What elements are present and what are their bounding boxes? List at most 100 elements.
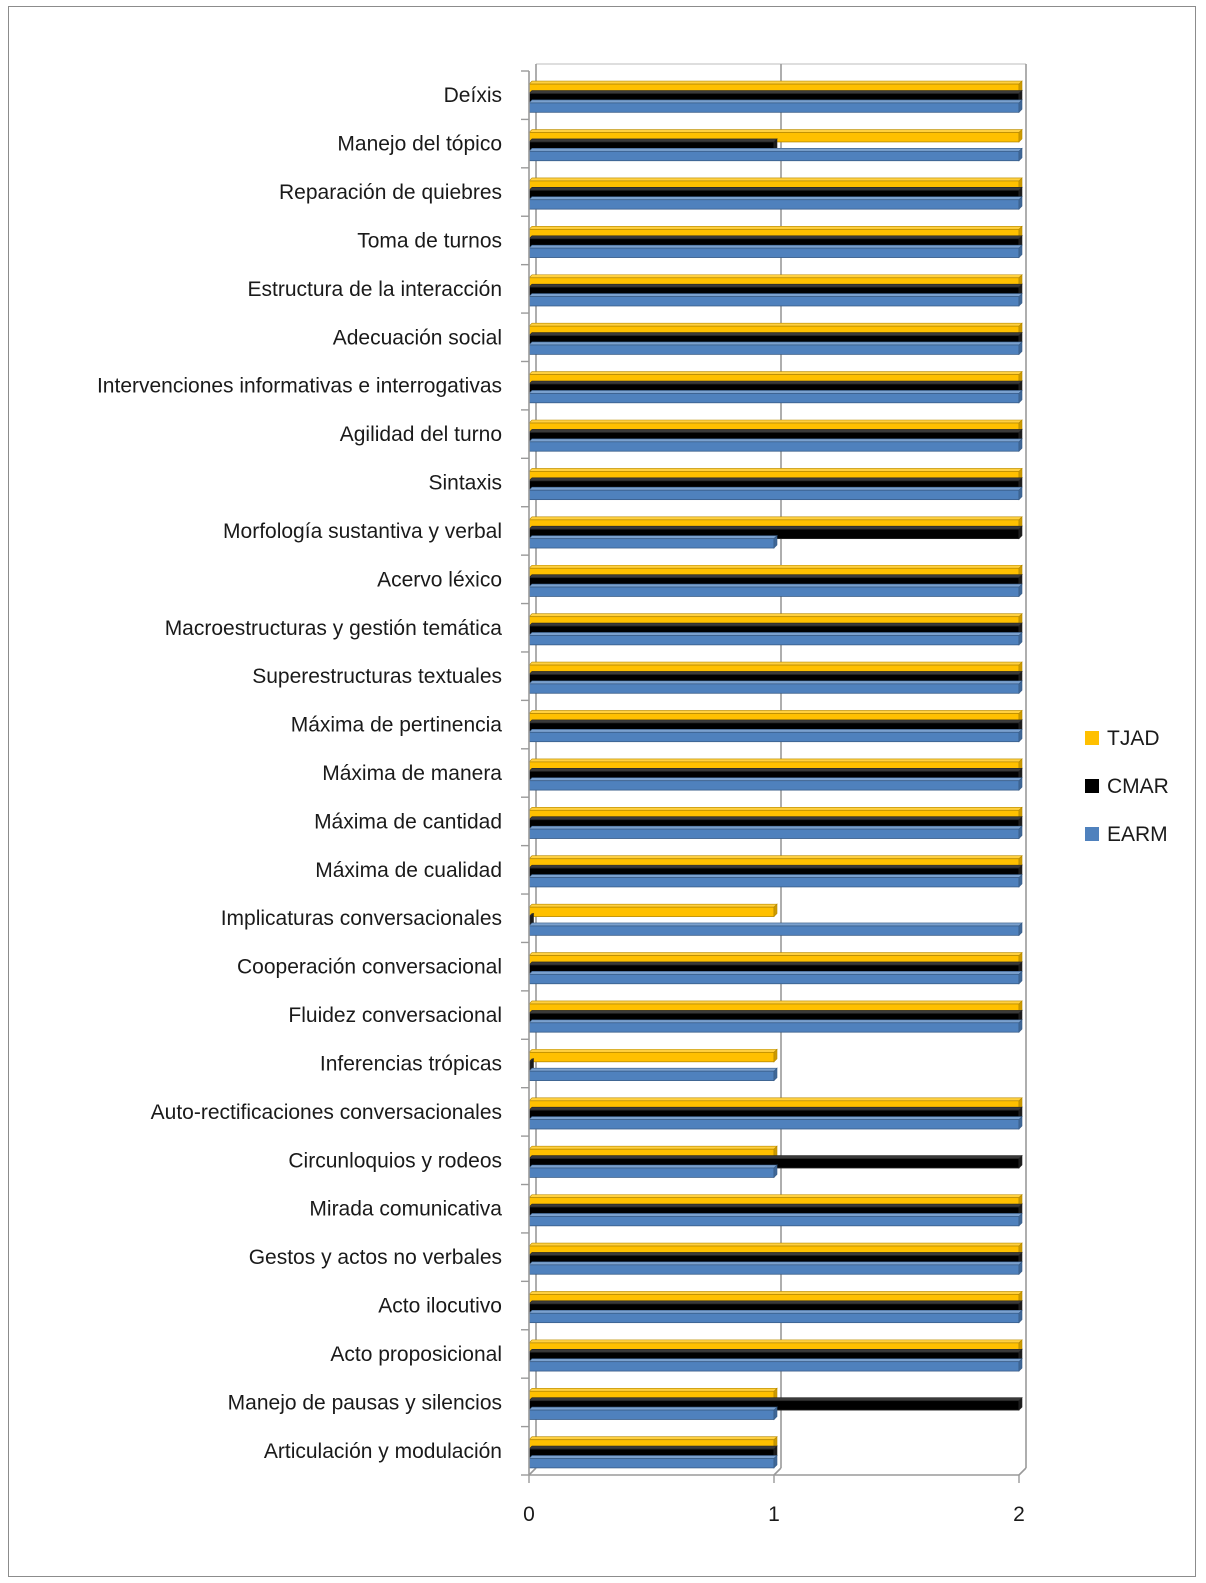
bar-top-earm xyxy=(528,99,1023,104)
bar-end-earm xyxy=(1018,873,1023,888)
bar-earm xyxy=(528,538,775,549)
category-label: Macroestructuras y gestión temática xyxy=(165,617,503,640)
bar-end-earm xyxy=(1018,1212,1023,1227)
bar-top-tjad xyxy=(528,1339,1023,1344)
bars-layer xyxy=(528,80,1023,1469)
category-label: Auto-rectificaciones conversacionales xyxy=(151,1101,502,1124)
bar-top-earm xyxy=(528,777,1023,782)
bar-top-earm xyxy=(528,922,1023,927)
bar-end-earm xyxy=(1018,922,1023,937)
bar-end-earm xyxy=(1018,583,1023,598)
bar-earm xyxy=(528,489,1020,501)
category-label: Articulación y modulación xyxy=(264,1440,502,1463)
bar-top-tjad xyxy=(528,613,1023,617)
bar-top-earm xyxy=(528,680,1023,685)
legend-swatch-tjad xyxy=(1085,731,1099,745)
bar-end-earm xyxy=(1018,680,1023,694)
bar-top-tjad xyxy=(528,807,1023,811)
legend-label-cmar: CMAR xyxy=(1107,775,1169,798)
bar-earm xyxy=(528,635,1020,646)
bar-top-cmar xyxy=(528,671,1023,675)
bar-tjad xyxy=(528,906,775,917)
bar-top-earm xyxy=(528,1164,778,1169)
bar-end-earm xyxy=(1018,99,1023,114)
bar-top-earm xyxy=(528,438,1023,443)
bar-top-cmar xyxy=(528,1203,1023,1208)
legend-swatch-earm xyxy=(1085,827,1099,841)
bar-earm xyxy=(528,1216,1020,1227)
x-tick-label: 2 xyxy=(1013,1503,1025,1526)
gridline-floor xyxy=(773,1467,782,1476)
bar-top-tjad xyxy=(528,226,1023,230)
bar-top-cmar xyxy=(528,332,1023,336)
bar-top-cmar xyxy=(528,1397,1023,1401)
bar-earm xyxy=(528,1119,1020,1130)
bar-top-tjad xyxy=(528,516,1023,521)
category-label: Acto ilocutivo xyxy=(378,1295,502,1318)
category-label: Máxima de cualidad xyxy=(315,859,502,882)
category-label: Intervenciones informativas e interrogat… xyxy=(97,375,502,398)
bar-top-cmar xyxy=(528,864,1023,869)
legend-label-earm: EARM xyxy=(1107,823,1168,846)
bar-end-earm xyxy=(773,534,778,549)
bar-top-tjad xyxy=(528,129,1023,133)
category-label: Agilidad del turno xyxy=(340,423,502,446)
category-label: Máxima de cantidad xyxy=(314,810,502,833)
bar-top-tjad xyxy=(528,274,1023,279)
bar-top-earm xyxy=(528,535,778,539)
bar-earm xyxy=(528,344,1020,355)
category-label: Acervo léxico xyxy=(377,568,502,591)
bar-top-cmar xyxy=(528,1106,1023,1111)
bar-end-earm xyxy=(773,1067,778,1082)
bar-top-tjad xyxy=(528,1145,778,1150)
category-label: Manejo del tópico xyxy=(337,133,502,156)
bar-earm xyxy=(528,586,1020,597)
bar-earm xyxy=(528,683,1020,694)
bar-earm xyxy=(528,1022,1020,1033)
bar-end-tjad xyxy=(1018,128,1023,143)
bar-top-earm xyxy=(528,390,1023,394)
category-label: Gestos y actos no verbales xyxy=(249,1246,502,1269)
bar-end-earm xyxy=(1018,970,1023,985)
bar-top-cmar xyxy=(528,283,1023,288)
bar-earm xyxy=(528,1167,775,1178)
bar-top-earm xyxy=(528,632,1023,636)
category-label: Reparación de quiebres xyxy=(279,181,502,204)
bar-top-cmar xyxy=(528,429,1023,433)
bar-end-earm xyxy=(1018,1261,1023,1275)
bar-end-earm xyxy=(1018,389,1023,404)
bar-earm xyxy=(528,441,1020,452)
bar-top-tjad xyxy=(528,1194,1023,1198)
bar-earm xyxy=(528,102,1020,113)
category-label: Máxima de pertinencia xyxy=(291,714,503,737)
bar-end-earm xyxy=(1018,776,1023,791)
bar-end-earm xyxy=(1018,196,1023,210)
bar-top-cmar xyxy=(528,1252,1023,1256)
bar-end-earm xyxy=(1018,825,1023,840)
bar-top-tjad xyxy=(528,371,1023,375)
bar-top-cmar xyxy=(528,1010,1023,1014)
bar-end-earm xyxy=(1018,147,1023,162)
bar-top-cmar xyxy=(528,1348,1023,1353)
labels-layer: 0 1 2 Deíxis Manejo del tópico Reparación de … xyxy=(97,84,1025,1526)
bar-top-tjad xyxy=(528,1291,1023,1295)
bar-top-cmar xyxy=(528,90,1023,94)
bar-end-earm xyxy=(1018,292,1023,307)
bar-earm xyxy=(528,199,1020,210)
bar-end-cmar xyxy=(1018,1396,1023,1411)
bar-top-earm xyxy=(528,1116,1023,1120)
bar-top-earm xyxy=(528,825,1023,830)
bar-top-cmar xyxy=(528,816,1023,821)
bar-top-earm xyxy=(528,1406,778,1411)
category-label: Cooperación conversacional xyxy=(237,956,502,979)
bar-top-tjad xyxy=(528,177,1023,182)
bar-top-cmar xyxy=(528,767,1023,772)
category-label: Circunloquios y rodeos xyxy=(288,1149,502,1172)
bar-top-cmar xyxy=(528,235,1023,240)
bar-top-tjad xyxy=(528,1049,778,1053)
category-label: Inferencias trópicas xyxy=(320,1052,502,1075)
bar-top-cmar xyxy=(528,1445,778,1450)
bar-earm xyxy=(528,296,1020,307)
bar-top-cmar xyxy=(528,622,1023,627)
